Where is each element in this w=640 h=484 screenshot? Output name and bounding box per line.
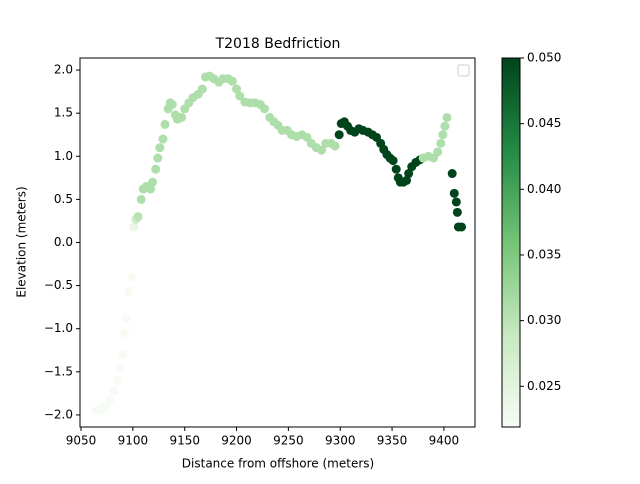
colorbar-tick-label: 0.045 — [527, 116, 561, 130]
x-tick-label: 9400 — [429, 434, 460, 448]
scatter-point — [127, 272, 137, 282]
scatter-point — [402, 175, 412, 185]
scatter-point — [129, 222, 139, 232]
scatter-point — [449, 188, 459, 198]
scatter-point — [452, 207, 462, 217]
scatter-point — [160, 119, 170, 129]
x-tick-label: 9250 — [273, 434, 304, 448]
x-tick-label: 9050 — [66, 434, 97, 448]
scatter-point — [317, 145, 327, 155]
colorbar-frame — [501, 57, 521, 428]
scatter-point — [155, 143, 165, 153]
y-tick-label: 2.0 — [54, 63, 73, 77]
scatter-point — [197, 84, 207, 94]
scatter-point — [133, 212, 143, 222]
scatter-point — [442, 112, 452, 122]
scatter-point — [260, 104, 270, 114]
scatter-point — [122, 313, 132, 323]
scatter-point — [153, 153, 163, 163]
scatter-point — [109, 386, 119, 396]
colorbar-tick-label: 0.040 — [527, 182, 561, 196]
scatter-point — [438, 130, 448, 140]
colorbar-tick-label: 0.035 — [527, 247, 561, 261]
scatter-point — [404, 169, 414, 179]
scatter-point — [235, 91, 245, 101]
scatter-point — [227, 76, 237, 86]
scatter-point — [447, 169, 457, 179]
scatter-point — [334, 130, 344, 140]
scatter-point — [451, 197, 461, 207]
x-tick-label: 9100 — [118, 434, 149, 448]
scatter-point — [433, 147, 443, 157]
chart-title: T2018 Bedfriction — [215, 36, 341, 52]
scatter-point — [167, 100, 177, 110]
scatter-point — [457, 222, 467, 232]
scatter-point — [440, 121, 450, 131]
colorbar — [502, 58, 520, 427]
plot-frame — [79, 57, 476, 428]
y-tick-label: −1.5 — [44, 364, 73, 378]
x-axis-label: Distance from offshore (meters) — [182, 457, 374, 471]
colorbar-tick-label: 0.050 — [527, 51, 561, 65]
scatter-point — [436, 138, 446, 148]
y-tick-label: −2.0 — [44, 407, 73, 421]
scatter-point — [105, 394, 115, 404]
scatter-point — [158, 134, 168, 144]
scatter-point — [112, 375, 122, 385]
x-tick-label: 9150 — [169, 434, 200, 448]
x-tick-label: 9350 — [377, 434, 408, 448]
y-tick-label: 0.5 — [54, 192, 73, 206]
scatter-point — [232, 84, 242, 94]
scatter-point — [115, 363, 125, 373]
colorbar-tick-label: 0.030 — [527, 313, 561, 327]
y-tick-label: −0.5 — [44, 278, 73, 292]
scatter-point — [330, 141, 340, 151]
y-tick-label: 0.0 — [54, 235, 73, 249]
scatter-point — [388, 156, 398, 166]
y-axis-label: Elevation (meters) — [15, 186, 29, 297]
y-tick-label: 1.5 — [54, 106, 73, 120]
scatter-point — [391, 164, 401, 174]
scatter-point — [177, 112, 187, 122]
x-tick-label: 9200 — [221, 434, 252, 448]
scatter-point — [145, 184, 155, 194]
y-tick-label: −1.0 — [44, 321, 73, 335]
scatter-point — [136, 194, 146, 204]
y-tick-label: 1.0 — [54, 149, 73, 163]
scatter-point — [118, 350, 128, 360]
scatter-point — [148, 177, 158, 187]
colorbar-tick-label: 0.025 — [527, 379, 561, 393]
scatter-point — [120, 328, 130, 338]
legend — [457, 64, 470, 77]
scatter-point — [151, 164, 161, 174]
scatter-point — [124, 287, 134, 297]
x-tick-label: 9300 — [325, 434, 356, 448]
